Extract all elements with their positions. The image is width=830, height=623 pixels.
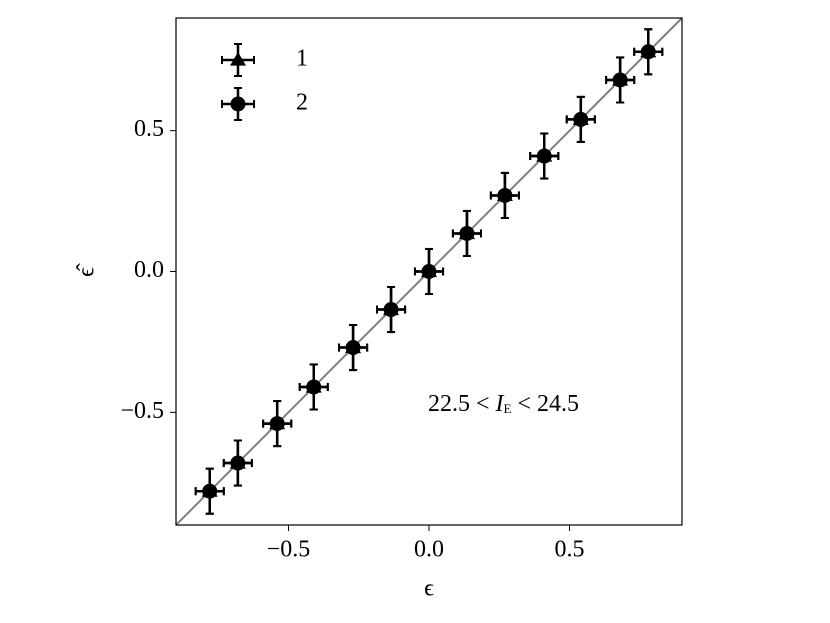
- annotation-left: 22.5 <: [428, 391, 490, 417]
- point: [497, 187, 513, 203]
- legend-label: 2: [296, 90, 308, 116]
- point: [573, 111, 589, 127]
- point: [459, 225, 475, 241]
- legend-marker: [230, 52, 246, 66]
- point: [345, 340, 361, 356]
- y-axis-label: ϵ̂: [74, 263, 100, 277]
- point: [269, 416, 285, 432]
- x-tick-label: 0.5: [555, 537, 585, 563]
- x-axis-label: ϵ: [424, 576, 434, 602]
- point: [306, 379, 322, 395]
- point: [230, 455, 246, 471]
- legend-marker: [230, 96, 246, 112]
- point: [612, 72, 628, 88]
- y-tick-label: −0.5: [120, 398, 164, 424]
- x-tick-label: 0.0: [414, 537, 444, 563]
- point: [536, 148, 552, 164]
- y-tick-label: 0.0: [134, 257, 164, 283]
- legend-label: 1: [296, 46, 308, 72]
- point: [383, 302, 399, 318]
- point: [640, 44, 656, 60]
- x-tick-label: −0.5: [267, 537, 311, 563]
- point: [202, 483, 218, 499]
- annotation-right: < 24.5: [518, 391, 580, 417]
- annotation-var: I: [495, 391, 505, 417]
- annotation: 22.5 < IE < 24.5: [428, 391, 579, 417]
- y-tick-label: 0.5: [134, 116, 164, 142]
- annotation-sub: E: [504, 401, 512, 416]
- point: [421, 264, 437, 279]
